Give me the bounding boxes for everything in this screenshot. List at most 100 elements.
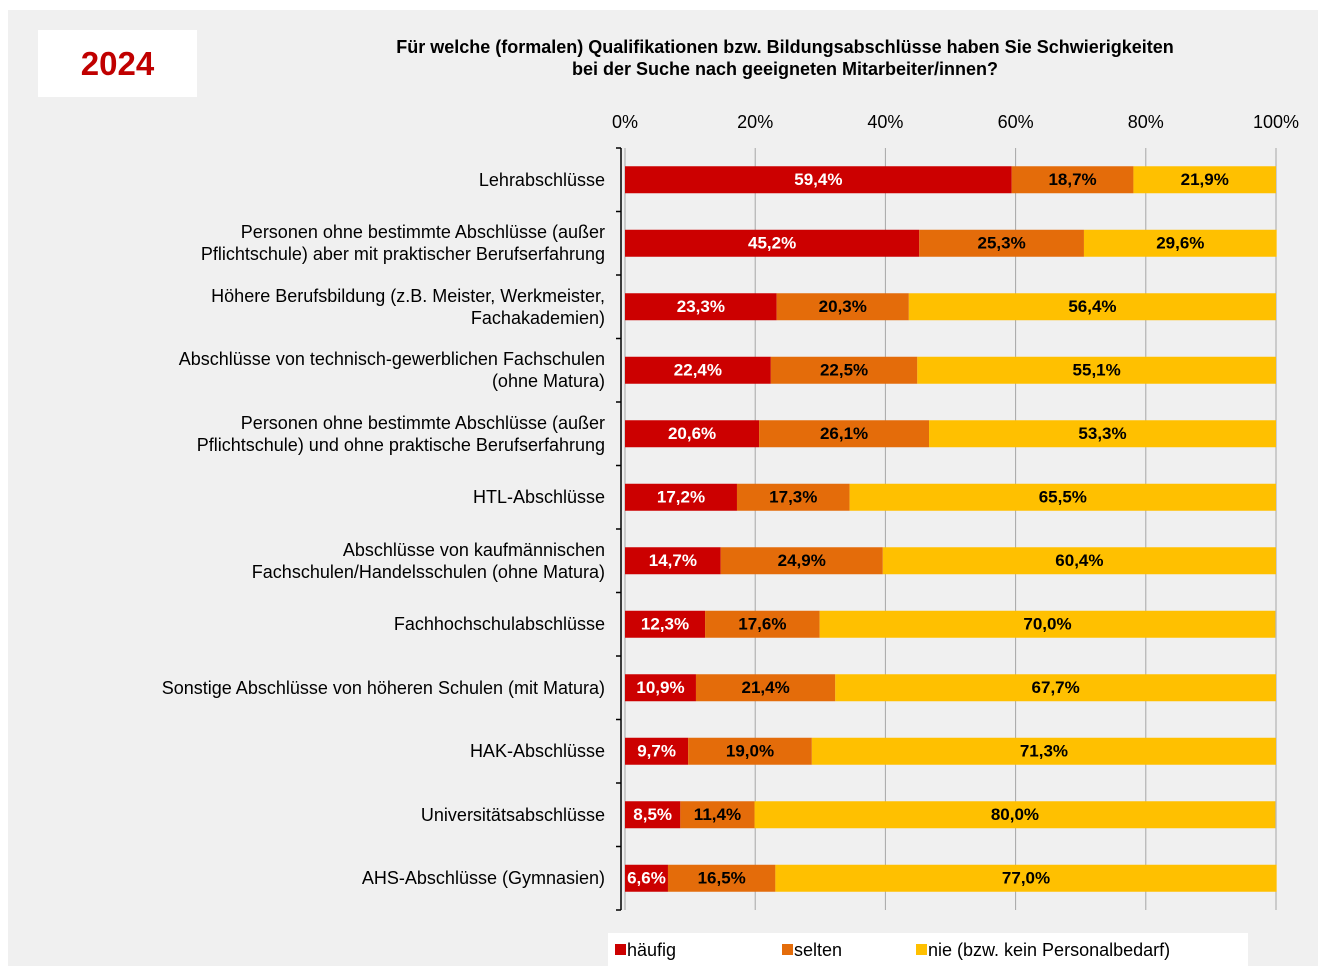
value-label: 23,3% [677, 297, 725, 316]
value-label: 17,6% [738, 615, 786, 634]
bar-segment [819, 610, 1276, 638]
category-label: Höhere Berufsbildung (z.B. Meister, Werk… [211, 285, 605, 328]
value-label: 21,4% [742, 678, 790, 697]
bar-segment [919, 229, 1084, 257]
bar-segment [680, 801, 755, 829]
value-label: 21,9% [1181, 170, 1229, 189]
value-label: 11,4% [694, 805, 741, 824]
bar-segment [625, 547, 721, 575]
value-label: 67,7% [1032, 678, 1080, 697]
legend-swatch [615, 944, 626, 955]
category-label: HTL-Abschlüsse [472, 487, 605, 508]
value-label: 18,7% [1048, 170, 1096, 189]
bar-segment [849, 483, 1276, 511]
value-label: 22,4% [674, 361, 722, 380]
bar-segment [720, 547, 883, 575]
bar-segment [625, 610, 706, 638]
category-label: Sonstige Abschlüsse von höheren Schulen … [161, 677, 605, 698]
value-label: 6,6% [627, 869, 666, 888]
legend-label: häufig [627, 940, 676, 960]
bar-segment [770, 356, 918, 384]
bar-segment [759, 420, 930, 448]
bar-segment [667, 864, 776, 892]
value-label: 12,3% [641, 615, 689, 634]
bar-segment [625, 674, 696, 702]
value-label: 70,0% [1023, 615, 1071, 634]
value-label: 20,3% [819, 297, 867, 316]
value-label: 53,3% [1078, 424, 1126, 443]
value-label: 17,2% [657, 488, 705, 507]
bar-segment [908, 293, 1276, 321]
value-label: 10,9% [636, 678, 684, 697]
bar-segment [625, 293, 777, 321]
value-label: 80,0% [991, 805, 1039, 824]
category-label: Lehrabschlüsse [478, 169, 605, 190]
value-label: 24,9% [778, 551, 826, 570]
bar-segment [917, 356, 1276, 384]
value-label: 77,0% [1002, 869, 1050, 888]
value-label: 59,4% [794, 170, 842, 189]
bar-segment [776, 293, 909, 321]
bar-segment [882, 547, 1276, 575]
value-label: 55,1% [1073, 361, 1121, 380]
category-label: HAK-Abschlüsse [469, 741, 605, 762]
legend-label: nie (bzw. kein Personalbedarf) [928, 940, 1170, 960]
category-label: Universitätsabschlüsse [420, 804, 605, 825]
value-label: 19,0% [726, 742, 774, 761]
legend-box [608, 933, 1248, 966]
bar-segment [1011, 166, 1134, 194]
bar-segment [775, 864, 1277, 892]
value-label: 26,1% [820, 424, 868, 443]
value-label: 60,4% [1055, 551, 1103, 570]
x-tick-label: 40% [867, 112, 903, 132]
bar-segment [625, 864, 668, 892]
x-tick-label: 0% [612, 112, 638, 132]
category-label: Abschlüsse von kaufmännischen Fachschule… [251, 539, 605, 582]
value-label: 56,4% [1068, 297, 1116, 316]
category-label: Fachhochschulabschlüsse [393, 614, 605, 635]
value-label: 29,6% [1156, 234, 1204, 253]
category-label: Personen ohne bestimmte Abschlüsse (auße… [200, 222, 605, 265]
bar-segment [736, 483, 850, 511]
bar-segment [705, 610, 820, 638]
value-label: 8,5% [633, 805, 672, 824]
value-label: 65,5% [1039, 488, 1087, 507]
bar-segment [688, 737, 812, 765]
value-label: 9,7% [637, 742, 676, 761]
x-tick-label: 80% [1128, 112, 1164, 132]
bar-segment [811, 737, 1276, 765]
category-label: Personen ohne bestimmte Abschlüsse (auße… [196, 412, 605, 455]
bar-segment [625, 166, 1012, 194]
bar-segment [625, 229, 920, 257]
bar-segment [1083, 229, 1277, 257]
value-label: 45,2% [748, 234, 796, 253]
year-label: 2024 [38, 30, 197, 97]
value-label: 20,6% [668, 424, 716, 443]
x-tick-label: 100% [1253, 112, 1299, 132]
value-label: 17,3% [769, 488, 817, 507]
x-tick-label: 60% [998, 112, 1034, 132]
category-label: AHS-Abschlüsse (Gymnasien) [361, 868, 605, 889]
bar-segment [754, 801, 1276, 829]
bar-segment [625, 356, 771, 384]
value-label: 22,5% [820, 361, 868, 380]
x-tick-label: 20% [737, 112, 773, 132]
value-label: 14,7% [649, 551, 697, 570]
bar-segment [695, 674, 836, 702]
legend-swatch [782, 944, 793, 955]
bar-segment [625, 420, 760, 448]
bar-segment [625, 483, 737, 511]
category-label: Abschlüsse von technisch-gewerblichen Fa… [178, 349, 605, 392]
bar-segment [625, 801, 681, 829]
bar-segment [625, 737, 689, 765]
legend-label: selten [794, 940, 842, 960]
chart-title: Für welche (formalen) Qualifikationen bz… [396, 37, 1174, 79]
value-label: 25,3% [978, 234, 1026, 253]
value-label: 16,5% [698, 869, 746, 888]
legend-swatch [916, 944, 927, 955]
bar-segment [835, 674, 1276, 702]
value-label: 71,3% [1020, 742, 1068, 761]
bar-segment [929, 420, 1276, 448]
